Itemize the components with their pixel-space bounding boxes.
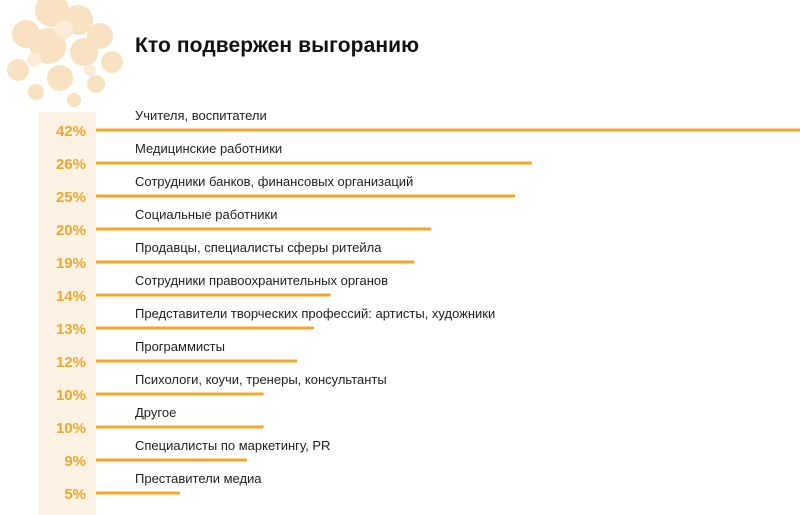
value-label: 42% xyxy=(56,123,86,140)
bar xyxy=(96,392,264,396)
bar xyxy=(96,227,432,231)
category-label: Психологи, коучи, тренеры, консультанты xyxy=(135,372,387,387)
category-label: Программисты xyxy=(135,339,225,354)
bar xyxy=(96,194,516,198)
bar xyxy=(96,458,247,462)
value-label: 26% xyxy=(56,156,86,173)
value-label: 25% xyxy=(56,189,86,206)
value-label: 10% xyxy=(56,387,86,404)
value-label: 10% xyxy=(56,420,86,437)
category-label: Сотрудники правоохранительных органов xyxy=(135,273,388,288)
category-label: Другое xyxy=(135,405,176,420)
value-label: 13% xyxy=(56,321,86,338)
bar xyxy=(96,491,180,495)
category-label: Медицинские работники xyxy=(135,141,282,156)
bar xyxy=(96,359,298,363)
value-label: 19% xyxy=(56,255,86,272)
percentage-column-background xyxy=(38,112,96,515)
bar xyxy=(96,425,264,429)
category-label: Представители творческих профессий: арти… xyxy=(135,306,495,321)
value-label: 5% xyxy=(64,486,86,503)
value-label: 14% xyxy=(56,288,86,305)
value-label: 20% xyxy=(56,222,86,239)
bar xyxy=(96,326,314,330)
category-label: Социальные работники xyxy=(135,207,277,222)
bar xyxy=(96,161,532,165)
category-label: Учителя, воспитатели xyxy=(135,108,267,123)
value-label: 12% xyxy=(56,354,86,371)
value-label: 9% xyxy=(64,453,86,470)
chart-title: Кто подвержен выгоранию xyxy=(135,34,420,57)
bar xyxy=(96,128,800,132)
category-label: Специалисты по маркетингу, PR xyxy=(135,438,330,453)
category-label: Сотрудники банков, финансовых организаци… xyxy=(135,174,413,189)
bar xyxy=(96,260,415,264)
category-label: Продавцы, специалисты сферы ритейла xyxy=(135,240,382,255)
decorative-burst-illustration xyxy=(7,0,123,107)
bar xyxy=(96,293,331,297)
category-label: Преставители медиа xyxy=(135,471,262,486)
